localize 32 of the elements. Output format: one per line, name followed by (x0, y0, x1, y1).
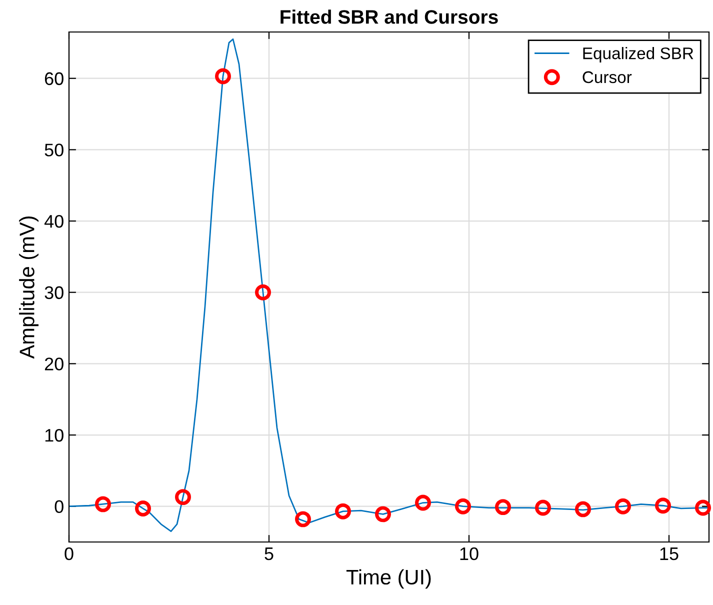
y-axis-title: Amplitude (mV) (19, 216, 38, 359)
x-tick-label: 15 (660, 548, 678, 560)
point (615, 498, 631, 514)
point (375, 506, 391, 522)
point (135, 500, 151, 516)
x-axis-title: Time (UI) (346, 569, 431, 589)
point (495, 499, 511, 516)
y-tick-label: 40 (44, 214, 64, 228)
point (175, 489, 191, 506)
y-tick-label: 20 (44, 358, 64, 370)
x-tick-label: 10 (460, 547, 478, 560)
point (695, 500, 711, 516)
x-tick-label: 0 (64, 547, 74, 560)
point (255, 284, 271, 300)
point (95, 496, 111, 512)
legend-label: Cursor (582, 71, 632, 84)
point (215, 68, 231, 84)
y-tick-label: 30 (44, 286, 64, 300)
y-tick-label: 50 (44, 144, 64, 156)
y-tick-label: 60 (44, 72, 64, 86)
chart-title: Fitted SBR and Cursors (280, 10, 498, 24)
point (455, 498, 471, 514)
y-tick-label: 0 (54, 500, 64, 514)
point (535, 500, 551, 516)
y-tick-label: 10 (45, 428, 64, 442)
point (575, 501, 591, 518)
point (415, 494, 431, 511)
legend-label: Equalized SBR (583, 47, 694, 63)
point (295, 511, 311, 528)
point (655, 498, 671, 514)
point (335, 503, 351, 520)
x-tick-label: 5 (264, 548, 274, 560)
